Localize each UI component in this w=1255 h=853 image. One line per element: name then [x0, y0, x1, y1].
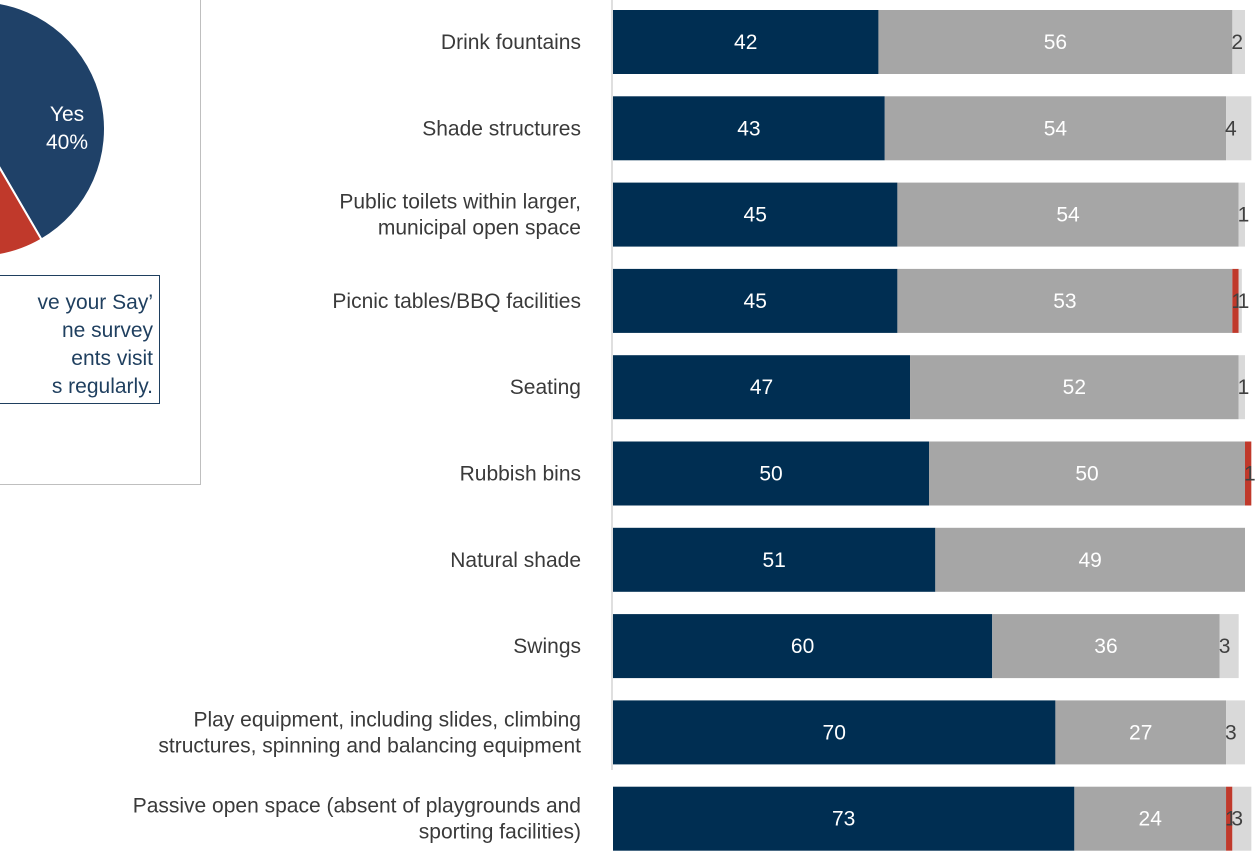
callout-text: ve your Say’ ne survey ents visit s regu…	[37, 291, 153, 398]
bar-segment-s0-8	[613, 700, 1056, 765]
bar-segment-s1-9	[1074, 786, 1227, 851]
bar-segment-s1-4	[910, 355, 1239, 420]
pie-slice-percent: 40%	[46, 131, 88, 154]
pie-chart: Yes 40%	[0, 2, 106, 256]
data-label-s1-0: 56	[1044, 31, 1067, 54]
data-label-s0-4: 47	[750, 376, 773, 399]
category-label: Play equipment, including slides, climbi…	[158, 708, 581, 757]
bar-segment-s1-2	[897, 182, 1239, 247]
data-label-s3-2: 1	[1238, 204, 1250, 227]
data-label-s3-8: 3	[1225, 721, 1237, 744]
data-label-s2-3: 1	[1231, 290, 1243, 313]
bar-segment-s0-0	[613, 10, 879, 74]
callout-box: ve your Say’ ne survey ents visit s regu…	[0, 275, 160, 404]
data-label-s3-7: 3	[1219, 635, 1231, 658]
bar-segment-s1-6	[935, 527, 1245, 592]
bar-segment-s3-7	[1219, 614, 1239, 679]
bar-segment-s2-5	[1245, 441, 1252, 506]
bar-segment-s0-2	[613, 182, 898, 247]
data-label-s0-1: 43	[737, 117, 760, 140]
category-label: Rubbish bins	[460, 463, 581, 486]
category-label: Picnic tables/BBQ facilities	[332, 290, 581, 313]
data-label-s1-5: 50	[1075, 463, 1098, 486]
data-label-s3-4: 1	[1238, 376, 1250, 399]
bar-segment-s3-0	[1232, 10, 1245, 74]
bar-segment-s1-0	[878, 10, 1233, 74]
bar-segment-s3-8	[1226, 700, 1245, 765]
bar-segment-s3-2	[1238, 182, 1245, 247]
bar-segment-s0-4	[613, 355, 911, 420]
data-label-s2-5: 1	[1244, 463, 1255, 486]
bar-segment-s0-5	[613, 441, 929, 506]
data-label-s3-0: 2	[1231, 31, 1243, 54]
data-label-s0-3: 45	[744, 290, 767, 313]
category-label: Public toilets within larger, municipal o…	[339, 191, 581, 240]
data-label-s3-9: 3	[1231, 808, 1243, 831]
bar-segment-s1-1	[884, 96, 1227, 161]
bar-segment-s0-6	[613, 527, 936, 592]
bar-segment-s1-5	[929, 441, 1245, 506]
category-label: Shade structures	[422, 117, 581, 140]
bar-segment-s1-8	[1055, 700, 1227, 765]
data-label-s0-2: 45	[744, 204, 767, 227]
pie-slice-0	[0, 2, 106, 241]
bar-segment-s1-7	[992, 614, 1220, 679]
category-label: Swings	[513, 635, 581, 658]
bar-segment-s2-3	[1232, 268, 1239, 333]
data-label-s1-7: 36	[1094, 635, 1117, 658]
data-label-s1-9: 24	[1139, 808, 1163, 831]
category-label: Drink fountains	[441, 31, 581, 54]
bar-segment-s3-3	[1238, 268, 1242, 333]
data-label-s0-7: 60	[791, 635, 814, 658]
bar-segment-s2-9	[1226, 786, 1233, 851]
data-label-s3-3: 1	[1238, 290, 1250, 313]
bar-segment-s0-7	[613, 614, 993, 679]
category-label: Passive open space (absent of playground…	[133, 795, 581, 844]
pie-slice-label: Yes	[50, 103, 84, 126]
bar-segment-s3-1	[1226, 96, 1252, 161]
bar-segment-s0-3	[613, 268, 898, 333]
data-label-s0-5: 50	[759, 463, 782, 486]
data-label-s0-8: 70	[823, 721, 846, 744]
bar-segment-s0-9	[613, 786, 1075, 851]
data-label-s1-8: 27	[1129, 721, 1152, 744]
data-label-s1-4: 52	[1063, 376, 1086, 399]
pie-panel: Yes 40% ve your Say’ ne survey ents visit…	[0, 0, 201, 485]
data-label-s3-1: 4	[1225, 117, 1237, 140]
data-label-s1-1: 54	[1044, 117, 1068, 140]
bar-segment-s0-1	[613, 96, 885, 161]
data-label-s0-9: 73	[832, 808, 855, 831]
data-label-s1-6: 49	[1078, 549, 1101, 572]
data-label-s1-2: 54	[1056, 204, 1080, 227]
bar-segment-s1-3	[897, 268, 1233, 333]
pie-slice-1	[0, 166, 43, 256]
data-label-s0-6: 51	[762, 549, 785, 572]
category-label: Seating	[510, 376, 581, 399]
data-label-s0-0: 42	[734, 31, 757, 54]
data-label-s2-9: 1	[1225, 808, 1237, 831]
data-label-s1-3: 53	[1053, 290, 1076, 313]
bar-segment-s3-4	[1238, 355, 1245, 420]
category-label: Natural shade	[450, 549, 581, 572]
bar-segment-s3-9	[1232, 786, 1252, 851]
